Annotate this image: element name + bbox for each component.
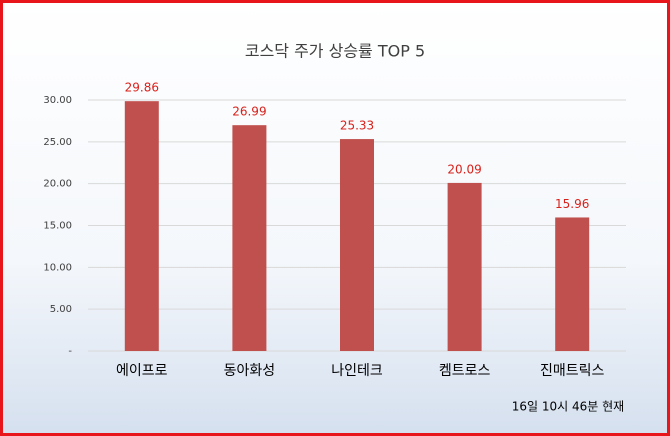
value-label: 26.99 <box>232 105 266 119</box>
x-tick-label: 나인테크 <box>331 363 383 379</box>
y-tick-label: 25.00 <box>43 137 72 148</box>
x-tick-label: 에이프로 <box>116 363 168 379</box>
value-label: 29.86 <box>125 81 159 95</box>
x-tick-label: 켐트로스 <box>439 363 491 379</box>
x-tick-label: 동아화성 <box>224 363 276 379</box>
value-label: 15.96 <box>555 197 589 211</box>
bar <box>232 125 267 351</box>
y-tick-label: 20.00 <box>43 179 72 190</box>
y-tick-label: 10.00 <box>43 262 72 273</box>
y-tick-label: 15.00 <box>43 221 72 232</box>
y-tick-label: 5.00 <box>50 304 72 315</box>
bar <box>555 217 590 351</box>
value-label: 25.33 <box>340 119 374 133</box>
value-label: 20.09 <box>447 162 481 176</box>
y-tick-label: 30.00 <box>43 95 72 106</box>
bar <box>340 139 374 351</box>
chart-title: 코스닥 주가 상승률 TOP 5 <box>245 42 425 61</box>
bar <box>124 101 159 352</box>
bar <box>447 182 482 351</box>
annotation: 16일 10시 46분 현재 <box>512 400 624 414</box>
y-tick-label: - <box>68 346 72 357</box>
x-tick-label: 진매트릭스 <box>540 363 605 379</box>
